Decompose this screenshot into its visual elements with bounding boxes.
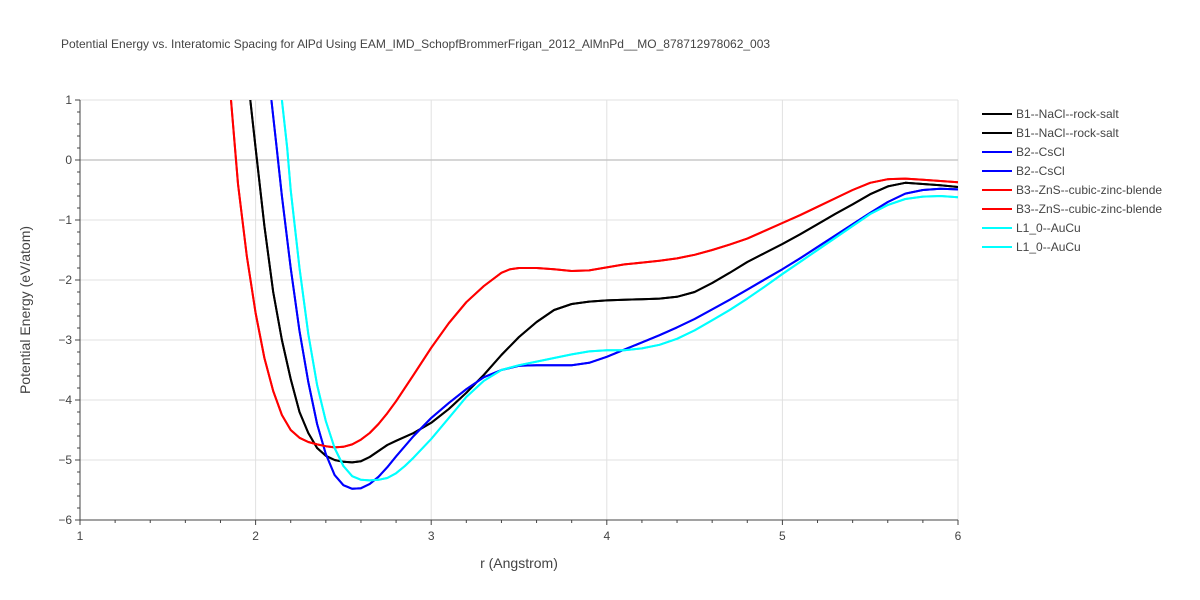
legend-item-7[interactable]: L1_0--AuCu	[982, 221, 1081, 235]
legend-item-3[interactable]: B2--CsCl	[982, 145, 1065, 159]
legend-item-4[interactable]: B2--CsCl	[982, 164, 1065, 178]
legend[interactable]: B1--NaCl--rock-salt B1--NaCl--rock-salt B2…	[982, 107, 1162, 254]
legend-item-1[interactable]: B1--NaCl--rock-salt	[982, 107, 1119, 121]
x-tick-label: 3	[428, 529, 435, 543]
x-tick-labels: 1 2 3 4 5 6	[77, 529, 962, 543]
x-tick-label: 1	[77, 529, 84, 543]
y-tick-label: −4	[58, 393, 72, 407]
legend-label: B1--NaCl--rock-salt	[1016, 107, 1119, 121]
axes	[75, 99, 959, 525]
y-tick-label: −1	[58, 213, 72, 227]
y-tick-labels: −6 −5 −4 −3 −2 −1 0 1	[58, 93, 72, 527]
grid-lines	[80, 99, 959, 520]
legend-label: B2--CsCl	[1016, 145, 1065, 159]
legend-item-5[interactable]: B3--ZnS--cubic-zinc-blende	[982, 183, 1162, 197]
legend-label: B1--NaCl--rock-salt	[1016, 126, 1119, 140]
series-line-3	[270, 100, 958, 490]
series-lines	[230, 100, 958, 490]
legend-label: B2--CsCl	[1016, 164, 1065, 178]
chart-title: Potential Energy vs. Interatomic Spacing…	[61, 37, 771, 51]
legend-label: L1_0--AuCu	[1016, 240, 1081, 254]
series-line-2	[249, 100, 958, 464]
y-tick-label: 1	[65, 93, 72, 107]
legend-item-2[interactable]: B1--NaCl--rock-salt	[982, 126, 1119, 140]
y-tick-label: −2	[58, 273, 72, 287]
x-tick-label: 5	[779, 529, 786, 543]
y-axis-title: Potential Energy (eV/atom)	[17, 226, 33, 394]
x-tick-label: 2	[252, 529, 259, 543]
legend-item-6[interactable]: B3--ZnS--cubic-zinc-blende	[982, 202, 1162, 216]
legend-item-8[interactable]: L1_0--AuCu	[982, 240, 1081, 254]
series-line-8	[280, 100, 958, 482]
x-axis-title: r (Angstrom)	[480, 555, 558, 571]
series-line-5	[230, 100, 958, 449]
series-line-7	[280, 100, 958, 482]
series-line-4	[270, 100, 958, 490]
y-tick-label: 0	[65, 153, 72, 167]
series-line-6	[230, 100, 958, 449]
series-line-1	[249, 100, 958, 464]
legend-label: B3--ZnS--cubic-zinc-blende	[1016, 202, 1162, 216]
legend-label: B3--ZnS--cubic-zinc-blende	[1016, 183, 1162, 197]
y-tick-label: −6	[58, 513, 72, 527]
x-tick-label: 6	[955, 529, 962, 543]
legend-label: L1_0--AuCu	[1016, 221, 1081, 235]
y-tick-label: −3	[58, 333, 72, 347]
y-tick-label: −5	[58, 453, 72, 467]
x-tick-label: 4	[603, 529, 610, 543]
